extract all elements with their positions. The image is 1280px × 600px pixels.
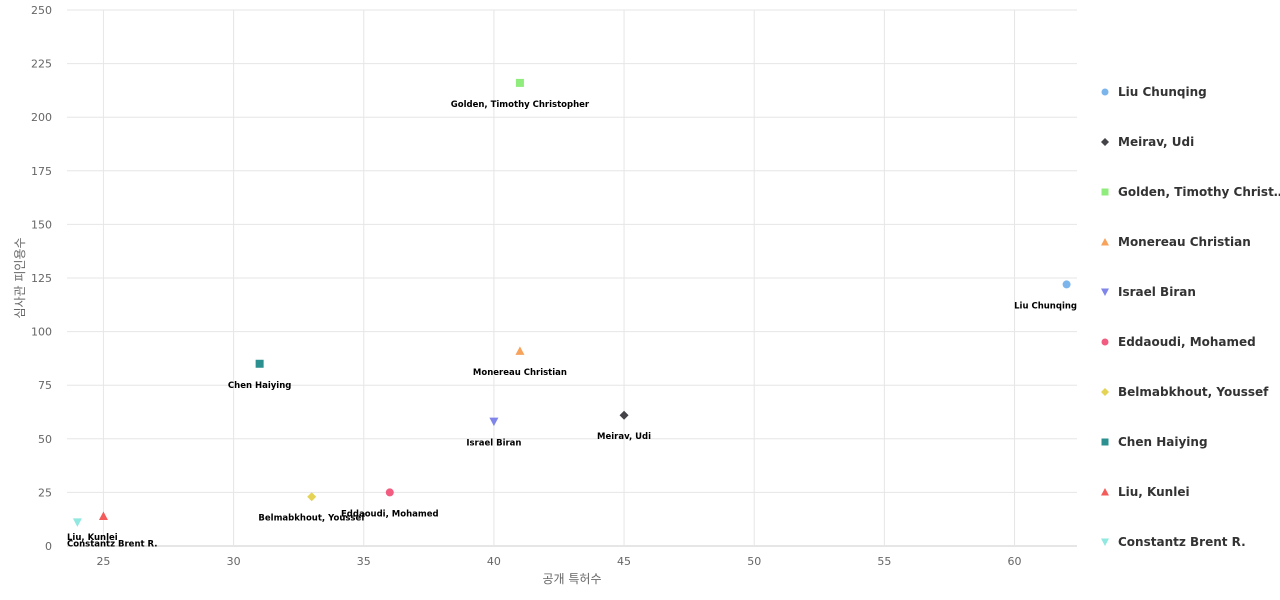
legend-marker	[1101, 488, 1109, 496]
x-tick-label: 25	[96, 555, 110, 568]
x-tick-label: 35	[357, 555, 371, 568]
data-point	[515, 346, 525, 355]
legend: Liu Chunqing Meirav, Udi Golden, Timothy C…	[1101, 85, 1280, 549]
legend-marker	[1101, 238, 1109, 246]
data-point	[98, 511, 108, 520]
y-tick-label: 25	[38, 486, 52, 499]
data-point	[72, 518, 82, 527]
y-tick-label: 175	[31, 165, 52, 178]
x-axis-title: 공개 특허수	[542, 572, 601, 586]
y-tick-label: 200	[31, 111, 52, 124]
y-tick-label: 250	[31, 4, 52, 17]
legend-item-label[interactable]: Israel Biran	[1118, 285, 1196, 299]
legend-marker	[1101, 188, 1109, 196]
x-tick-label: 55	[877, 555, 891, 568]
legend-item-label[interactable]: Meirav, Udi	[1118, 135, 1194, 149]
x-tick-label: 30	[227, 555, 241, 568]
data-point	[619, 410, 629, 420]
x-tick-label: 40	[487, 555, 501, 568]
grid	[67, 9, 1077, 547]
data-point	[385, 488, 394, 497]
legend-item-label[interactable]: Constantz Brent R.	[1118, 535, 1246, 549]
data-point	[515, 78, 524, 87]
y-tick-label: 100	[31, 326, 52, 339]
x-tick-label: 60	[1008, 555, 1022, 568]
legend-item-label[interactable]: Eddaoudi, Mohamed	[1118, 335, 1256, 349]
y-tick-label: 225	[31, 58, 52, 71]
legend-item-label[interactable]: Monereau Christian	[1118, 235, 1251, 249]
legend-marker	[1101, 138, 1109, 146]
legend-marker	[1101, 338, 1109, 346]
data-label: Liu Chunqing	[1014, 301, 1077, 311]
legend-item-label[interactable]: Liu, Kunlei	[1118, 485, 1190, 499]
legend-item-label[interactable]: Chen Haiying	[1118, 435, 1208, 449]
data-point	[489, 417, 499, 427]
legend-marker	[1101, 388, 1109, 396]
y-tick-label: 50	[38, 433, 52, 446]
axes: 공개 특허수 심사관 피인용수 0 25 50 75 100 125 150 175 200 22…	[13, 4, 1022, 586]
data-point	[255, 359, 264, 368]
data-label: Golden, Timothy Christopher	[451, 100, 590, 110]
y-tick-label: 75	[38, 379, 52, 392]
legend-marker	[1101, 88, 1109, 96]
legend-item-label[interactable]: Golden, Timothy Christ…	[1118, 185, 1280, 199]
data-label: Meirav, Udi	[597, 432, 651, 442]
legend-marker	[1101, 288, 1109, 296]
y-axis-title: 심사관 피인용수	[13, 237, 27, 318]
y-tick-label: 125	[31, 272, 52, 285]
legend-marker	[1101, 538, 1109, 546]
data-point	[307, 492, 317, 502]
data-label: Eddaoudi, Mohamed	[341, 509, 439, 519]
data-label: Constantz Brent R.	[67, 539, 157, 549]
data-label: Liu, Kunlei	[67, 533, 118, 543]
data-points: Liu Chunqing Meirav, Udi Golden, Timothy C…	[67, 78, 1077, 549]
legend-marker	[1101, 438, 1109, 446]
legend-item-label[interactable]: Liu Chunqing	[1118, 85, 1207, 99]
legend-item-label[interactable]: Belmabkhout, Youssef	[1118, 385, 1269, 399]
y-tick-label: 150	[31, 218, 52, 231]
data-label: Israel Biran	[466, 439, 521, 449]
data-point	[1062, 280, 1071, 289]
data-label: Chen Haiying	[228, 381, 291, 391]
x-tick-label: 50	[747, 555, 761, 568]
x-tick-label: 45	[617, 555, 631, 568]
data-label: Belmabkhout, Youssef	[258, 514, 365, 524]
y-tick-label: 0	[45, 540, 52, 553]
data-label: Monereau Christian	[473, 368, 567, 378]
